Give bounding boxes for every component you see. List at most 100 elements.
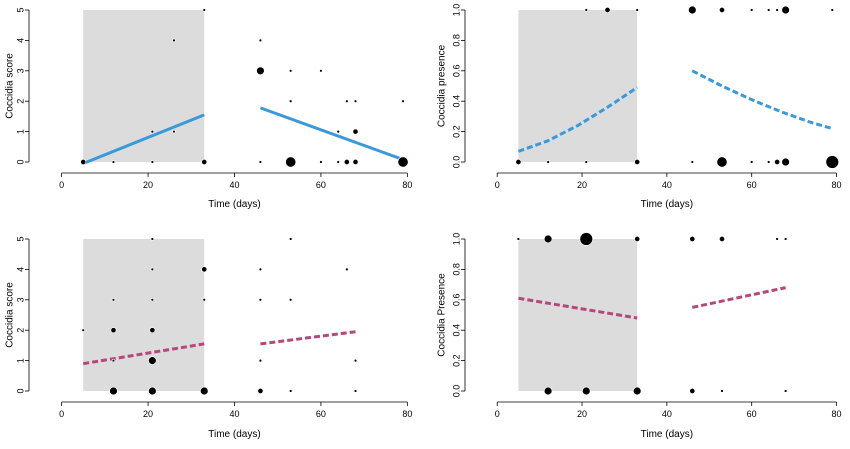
data-point bbox=[635, 8, 639, 12]
y-tick-label: 0.8 bbox=[451, 34, 461, 47]
y-tick-label: 4 bbox=[15, 267, 25, 272]
data-point bbox=[688, 5, 697, 15]
data-point bbox=[775, 237, 779, 241]
x-tick-label: 40 bbox=[662, 180, 672, 190]
data-point bbox=[258, 358, 263, 363]
data-point bbox=[783, 237, 788, 241]
y-tick-label: 2 bbox=[15, 99, 25, 104]
data-point bbox=[257, 388, 264, 394]
x-tick-label: 40 bbox=[229, 180, 239, 190]
y-axis-label: Coccidia Presence bbox=[437, 273, 448, 357]
data-point bbox=[604, 7, 611, 13]
y-tick-label: 4 bbox=[15, 38, 25, 43]
data-point bbox=[584, 160, 588, 164]
fit-line bbox=[517, 86, 639, 153]
fit-line bbox=[518, 296, 638, 320]
data-point bbox=[781, 157, 790, 167]
y-tick-label: 3 bbox=[15, 297, 25, 302]
x-tick-label: 0 bbox=[495, 409, 500, 419]
data-point bbox=[336, 129, 340, 134]
data-point bbox=[202, 298, 206, 302]
data-point bbox=[345, 99, 349, 103]
y-tick-label: 0 bbox=[15, 159, 25, 164]
x-tick-label: 40 bbox=[229, 409, 239, 419]
data-point bbox=[632, 386, 642, 396]
data-point bbox=[515, 159, 522, 165]
data-point bbox=[201, 266, 208, 273]
data-point bbox=[150, 160, 155, 164]
y-tick-label: 2 bbox=[15, 328, 25, 333]
data-point bbox=[148, 356, 157, 365]
data-point bbox=[584, 8, 588, 12]
x-tick-label: 60 bbox=[316, 180, 326, 190]
data-point bbox=[397, 156, 409, 168]
data-point bbox=[353, 99, 358, 103]
data-point bbox=[720, 389, 724, 393]
data-point bbox=[172, 38, 176, 43]
data-point bbox=[343, 159, 350, 165]
data-point bbox=[543, 234, 553, 244]
data-point bbox=[543, 386, 553, 396]
data-point bbox=[690, 160, 695, 164]
data-point bbox=[258, 298, 263, 302]
x-tick-label: 80 bbox=[402, 409, 412, 419]
y-axis-label: Coccidia score bbox=[5, 282, 16, 348]
data-point bbox=[111, 160, 116, 164]
data-point bbox=[150, 298, 155, 302]
panel-3: 0 20 40 60 80 Time (days) 0 1 2 3 4 5 Coccidia score bbox=[5, 236, 413, 440]
data-point bbox=[288, 99, 293, 103]
data-point bbox=[336, 160, 340, 164]
data-point bbox=[546, 160, 550, 164]
fit-line bbox=[691, 69, 833, 131]
x-tick-label: 20 bbox=[577, 409, 587, 419]
data-point bbox=[516, 237, 521, 241]
y-tick-label: 1.0 bbox=[451, 4, 461, 17]
data-point bbox=[202, 8, 206, 12]
data-point bbox=[111, 358, 116, 363]
y-tick-label: 5 bbox=[15, 236, 25, 241]
data-point bbox=[353, 389, 358, 393]
data-point bbox=[825, 155, 839, 169]
data-point bbox=[288, 237, 293, 241]
y-tick-label: 0.8 bbox=[451, 263, 461, 276]
data-point bbox=[109, 386, 118, 396]
y-tick-label: 0.6 bbox=[451, 294, 461, 307]
fit-line bbox=[259, 106, 404, 161]
fit-line bbox=[82, 113, 205, 165]
y-axis-label: Coccidia score bbox=[5, 53, 16, 119]
fit-line bbox=[260, 330, 356, 346]
data-point bbox=[288, 69, 293, 73]
fit-line bbox=[691, 286, 786, 309]
data-point bbox=[258, 267, 263, 272]
data-point bbox=[766, 8, 771, 12]
data-point bbox=[111, 298, 116, 302]
data-point bbox=[148, 386, 157, 396]
data-point bbox=[353, 358, 358, 363]
x-axis-label: Time (days) bbox=[208, 199, 260, 210]
data-point bbox=[319, 160, 323, 164]
x-tick-label: 60 bbox=[316, 409, 326, 419]
data-point bbox=[258, 160, 263, 164]
data-point bbox=[634, 159, 641, 165]
y-tick-label: 1.0 bbox=[451, 233, 461, 246]
x-axis-label: Time (days) bbox=[208, 429, 260, 440]
shaded-region bbox=[83, 239, 205, 391]
data-point bbox=[110, 327, 117, 334]
data-point bbox=[285, 156, 297, 168]
x-tick-label: 40 bbox=[662, 409, 672, 419]
y-tick-label: 0.0 bbox=[451, 156, 461, 169]
panel-2: 0 20 40 60 80 Time (days) 0.0 0.2 0.4 0.6 0.8 1.0 Co… bbox=[437, 4, 842, 210]
x-tick-label: 80 bbox=[832, 180, 842, 190]
y-tick-label: 0.6 bbox=[451, 65, 461, 78]
y-tick-label: 3 bbox=[15, 68, 25, 73]
data-point bbox=[288, 389, 293, 393]
x-tick-label: 80 bbox=[832, 409, 842, 419]
y-tick-label: 0.2 bbox=[451, 354, 461, 367]
data-point bbox=[774, 159, 781, 165]
y-axis-label: Coccidia presence bbox=[437, 44, 448, 127]
data-point bbox=[716, 156, 728, 168]
x-tick-label: 0 bbox=[495, 180, 500, 190]
shaded-region bbox=[518, 10, 638, 162]
